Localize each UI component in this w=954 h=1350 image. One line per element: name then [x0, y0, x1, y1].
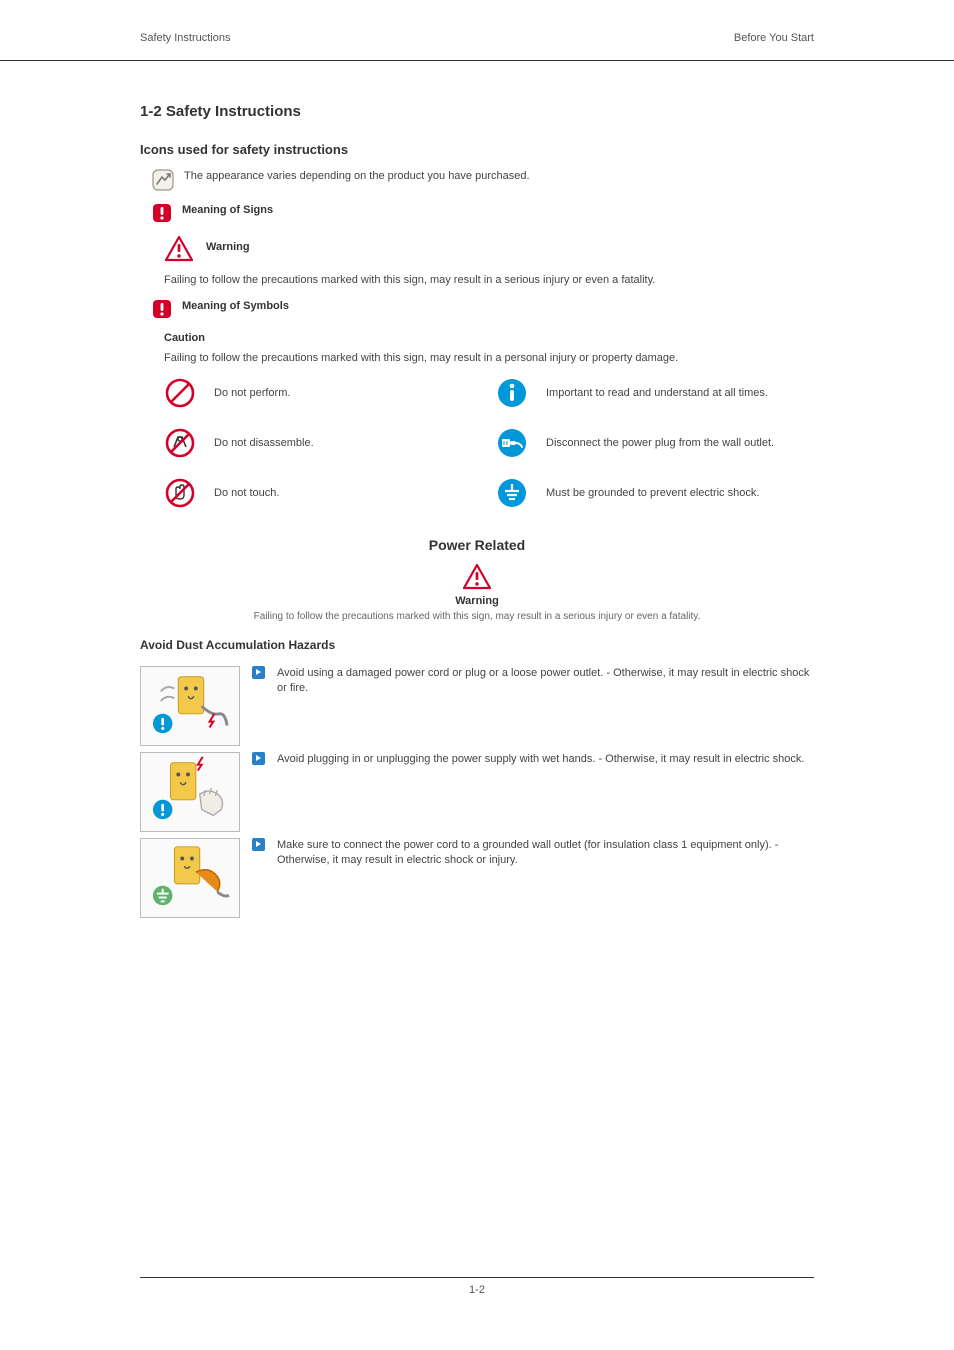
- symbol-desc-1-right: Disconnect the power plug from the wall …: [546, 437, 814, 449]
- section-title-safety: 1-2 Safety Instructions: [140, 103, 814, 120]
- caution-title: Caution: [164, 331, 814, 347]
- power-section-title: Power Related: [140, 537, 814, 553]
- symbols-label: Meaning of Symbols: [182, 299, 814, 315]
- symbol-desc-2-right: Must be grounded to prevent electric sho…: [546, 487, 814, 499]
- instr-text-1: Avoid plugging in or unplugging the powe…: [277, 752, 814, 767]
- illustration-2: [140, 838, 240, 918]
- warning-title: Warning: [206, 235, 250, 253]
- no-icon: [164, 377, 200, 409]
- page-header: Safety Instructions Before You Start: [0, 0, 954, 61]
- instr-title: Avoid Dust Accumulation Hazards: [140, 638, 814, 652]
- power-warning-title: Warning: [455, 595, 499, 607]
- page-container: Safety Instructions Before You Start 1-2…: [0, 0, 954, 1350]
- header-right: Before You Start: [734, 32, 814, 44]
- chevron-icon-1: [252, 752, 265, 765]
- symbol-desc-0-left: Do not perform.: [214, 387, 482, 399]
- illustration-1: [140, 752, 240, 832]
- power-warning-sub: Failing to follow the precautions marked…: [254, 611, 701, 622]
- illustration-0: [140, 666, 240, 746]
- symbol-grid: Do not perform. Important to read and un…: [164, 377, 814, 509]
- chevron-icon-2: [252, 838, 265, 851]
- note-row: The appearance varies depending on the p…: [140, 169, 814, 191]
- exclaim-red-icon: [152, 203, 172, 223]
- no-disassemble-icon: [164, 427, 200, 459]
- page-number: 1-2: [469, 1284, 485, 1296]
- unplug-icon: [496, 427, 532, 459]
- warning-triangle-icon-2: [462, 563, 492, 591]
- warning-desc: Failing to follow the precautions marked…: [164, 273, 814, 289]
- instruction-row-0: Avoid using a damaged power cord or plug…: [140, 666, 814, 746]
- ground-icon: [496, 477, 532, 509]
- page-content: 1-2 Safety Instructions Icons used for s…: [0, 61, 954, 918]
- page-footer: 1-2: [140, 1277, 814, 1296]
- no-touch-icon: [164, 477, 200, 509]
- symbol-desc-1-left: Do not disassemble.: [214, 437, 482, 449]
- warning-triangle-icon: [164, 235, 194, 263]
- note-text: The appearance varies depending on the p…: [184, 169, 814, 185]
- power-warning-block: Warning Failing to follow the precaution…: [140, 563, 814, 622]
- meaning-signs-row: Meaning of Signs: [140, 203, 814, 223]
- caution-desc: Failing to follow the precautions marked…: [164, 351, 814, 367]
- symbol-desc-0-right: Important to read and understand at all …: [546, 387, 814, 399]
- info-blue-icon: [496, 377, 532, 409]
- instr-text-2: Make sure to connect the power cord to a…: [277, 838, 814, 869]
- header-left: Safety Instructions: [140, 32, 231, 44]
- instruction-row-1: Avoid plugging in or unplugging the powe…: [140, 752, 814, 832]
- header-row: Safety Instructions Before You Start: [140, 32, 814, 50]
- note-icon: [152, 169, 174, 191]
- meaning-signs-label: Meaning of Signs: [182, 203, 814, 219]
- instr-text-0: Avoid using a damaged power cord or plug…: [277, 666, 814, 697]
- exclaim-red-icon-2: [152, 299, 172, 319]
- warning-sign-row: Warning: [164, 235, 814, 263]
- instruction-row-2: Make sure to connect the power cord to a…: [140, 838, 814, 918]
- caution-row: Meaning of Symbols: [140, 299, 814, 319]
- chevron-icon-0: [252, 666, 265, 679]
- symbol-desc-2-left: Do not touch.: [214, 487, 482, 499]
- subtitle-icons: Icons used for safety instructions: [140, 142, 814, 157]
